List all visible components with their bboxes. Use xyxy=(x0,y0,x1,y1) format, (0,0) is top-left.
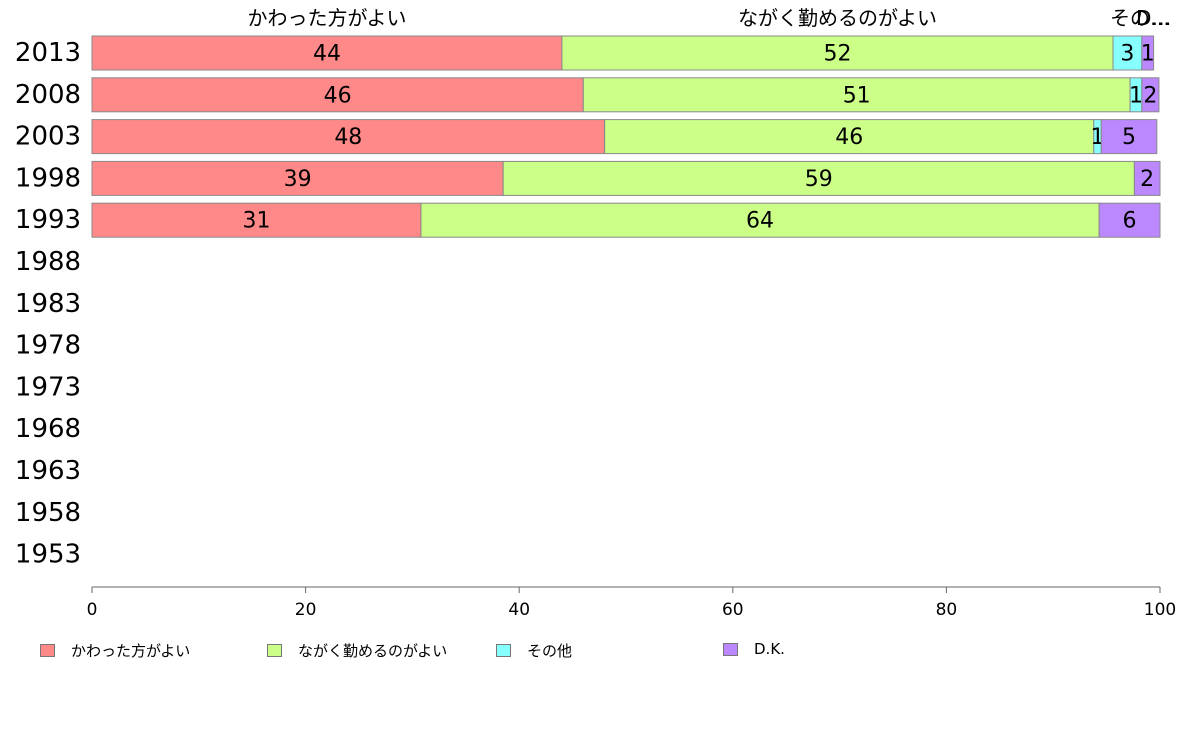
bar-segment xyxy=(1133,160,1161,196)
bar-segment xyxy=(604,119,1095,155)
legend: かわった方がよい ながく勤めるのがよい その他 D.K. xyxy=(0,640,1188,660)
x-tick-label: 60 xyxy=(722,600,744,620)
x-tick-label: 80 xyxy=(936,600,958,620)
legend-item-kawatta: かわった方がよい xyxy=(40,640,190,661)
bar-value-label: 46 xyxy=(835,125,863,150)
legend-label: その他 xyxy=(527,642,573,660)
bar-value-label: 1 xyxy=(1129,83,1143,108)
legend-item-nagaku: ながく勤めるのがよい xyxy=(267,640,447,661)
category-label: 2003 xyxy=(15,122,81,152)
bar-value-label: 59 xyxy=(805,167,833,192)
category-label: 1983 xyxy=(15,289,81,319)
category-label: 1953 xyxy=(15,540,81,570)
category-label: 1963 xyxy=(15,456,81,486)
category-label: 2013 xyxy=(15,38,81,68)
bar-value-label: 51 xyxy=(843,83,871,108)
bar-value-label: 44 xyxy=(313,42,341,67)
legend-swatch xyxy=(267,644,282,657)
top-series-label: D… xyxy=(1136,6,1171,30)
bar-segment xyxy=(582,77,1131,113)
category-label: 1978 xyxy=(15,331,81,361)
top-series-label: ながく勤めるのがよい xyxy=(738,6,937,30)
bar-value-label: 39 xyxy=(284,167,312,192)
bar-value-label: 52 xyxy=(823,42,851,67)
bar-segment xyxy=(91,202,422,238)
category-label: 1973 xyxy=(15,372,81,402)
legend-label: ながく勤めるのがよい xyxy=(298,642,448,660)
bar-value-label: 31 xyxy=(242,209,270,234)
bar-segment xyxy=(502,160,1135,196)
bar-segment xyxy=(561,35,1114,71)
legend-swatch xyxy=(496,644,511,657)
x-tick-label: 100 xyxy=(1144,600,1176,620)
bar-segment xyxy=(1141,77,1160,113)
x-tick-label: 40 xyxy=(508,600,530,620)
bar-value-label: 1 xyxy=(1141,42,1155,67)
category-label: 1958 xyxy=(15,498,81,528)
bar-segment xyxy=(420,202,1100,238)
legend-item-sonota: その他 xyxy=(496,640,572,661)
bar-segment xyxy=(91,35,563,71)
bar-value-label: 2 xyxy=(1143,83,1157,108)
top-series-label: その… xyxy=(1110,6,1170,30)
legend-swatch xyxy=(723,642,738,656)
bar-segment xyxy=(91,119,606,155)
legend-label: かわった方がよい xyxy=(71,642,191,660)
bar-value-label: 48 xyxy=(334,125,362,150)
bar-segment xyxy=(1100,119,1158,155)
category-label: 1988 xyxy=(15,247,81,277)
bar-segment xyxy=(1112,35,1143,71)
category-label: 1968 xyxy=(15,414,81,444)
bar-value-label: 6 xyxy=(1123,209,1137,234)
legend-item-dk: D.K. xyxy=(723,640,785,658)
bar-segment xyxy=(1141,35,1155,71)
category-label: 1993 xyxy=(15,205,81,235)
x-tick-label: 20 xyxy=(295,600,317,620)
category-label: 2008 xyxy=(15,80,81,110)
x-tick-label: 0 xyxy=(87,600,98,620)
category-label: 1998 xyxy=(15,163,81,193)
bar-value-label: 64 xyxy=(746,209,774,234)
legend-label: D.K. xyxy=(754,640,785,658)
top-series-label: かわった方がよい xyxy=(247,6,406,30)
bar-segment xyxy=(91,160,504,196)
bar-segment xyxy=(1098,202,1161,238)
bar-value-label: 46 xyxy=(324,83,352,108)
legend-swatch xyxy=(40,644,55,657)
bar-value-label: 3 xyxy=(1120,42,1134,67)
bar-value-label: 2 xyxy=(1140,167,1154,192)
bar-value-label: 5 xyxy=(1122,125,1136,150)
